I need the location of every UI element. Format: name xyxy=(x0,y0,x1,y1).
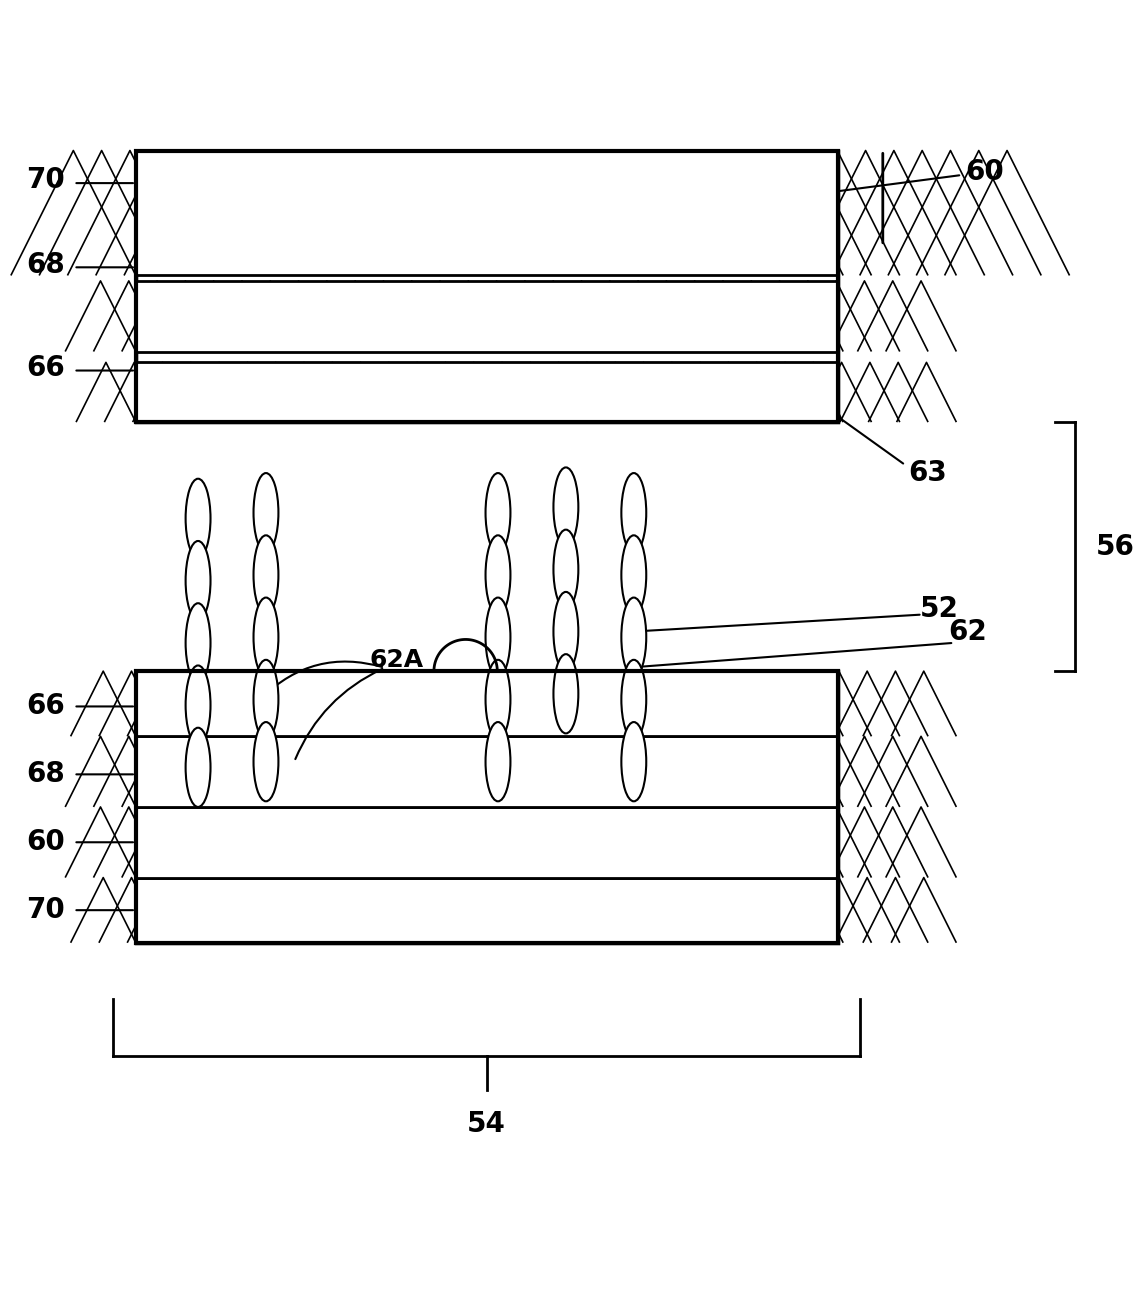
Ellipse shape xyxy=(553,591,578,671)
Ellipse shape xyxy=(254,598,279,677)
Ellipse shape xyxy=(254,722,279,802)
Ellipse shape xyxy=(621,722,646,802)
Ellipse shape xyxy=(621,473,646,553)
Text: 54: 54 xyxy=(468,1110,506,1137)
Ellipse shape xyxy=(553,654,578,733)
Bar xyxy=(135,150,838,422)
Ellipse shape xyxy=(185,665,211,744)
Ellipse shape xyxy=(254,660,279,739)
Bar xyxy=(135,671,838,943)
Text: 63: 63 xyxy=(909,459,948,488)
Ellipse shape xyxy=(254,536,279,615)
Text: 52: 52 xyxy=(920,595,959,623)
Ellipse shape xyxy=(553,467,578,546)
Ellipse shape xyxy=(621,536,646,615)
Text: 62: 62 xyxy=(948,617,987,646)
Bar xyxy=(135,737,838,807)
Text: 60: 60 xyxy=(965,158,1004,187)
Ellipse shape xyxy=(486,722,511,802)
Bar xyxy=(135,362,838,422)
Ellipse shape xyxy=(553,529,578,608)
Text: 70: 70 xyxy=(26,166,65,195)
Text: 68: 68 xyxy=(26,760,65,789)
Ellipse shape xyxy=(486,473,511,553)
Text: 66: 66 xyxy=(26,693,65,720)
Text: 60: 60 xyxy=(26,829,65,856)
Bar xyxy=(135,671,838,737)
Ellipse shape xyxy=(185,728,211,807)
Text: 66: 66 xyxy=(26,354,65,381)
Bar xyxy=(135,807,838,878)
Bar xyxy=(135,878,838,943)
Ellipse shape xyxy=(254,473,279,553)
Ellipse shape xyxy=(621,598,646,677)
Ellipse shape xyxy=(185,479,211,558)
Ellipse shape xyxy=(486,536,511,615)
Ellipse shape xyxy=(185,603,211,682)
Bar xyxy=(135,281,838,351)
Text: 68: 68 xyxy=(26,250,65,279)
Text: 56: 56 xyxy=(1096,533,1135,560)
Ellipse shape xyxy=(185,541,211,620)
Ellipse shape xyxy=(486,660,511,739)
Text: 70: 70 xyxy=(26,896,65,925)
Text: 62A: 62A xyxy=(369,647,423,672)
Ellipse shape xyxy=(486,598,511,677)
Bar xyxy=(135,150,838,275)
Ellipse shape xyxy=(621,660,646,739)
